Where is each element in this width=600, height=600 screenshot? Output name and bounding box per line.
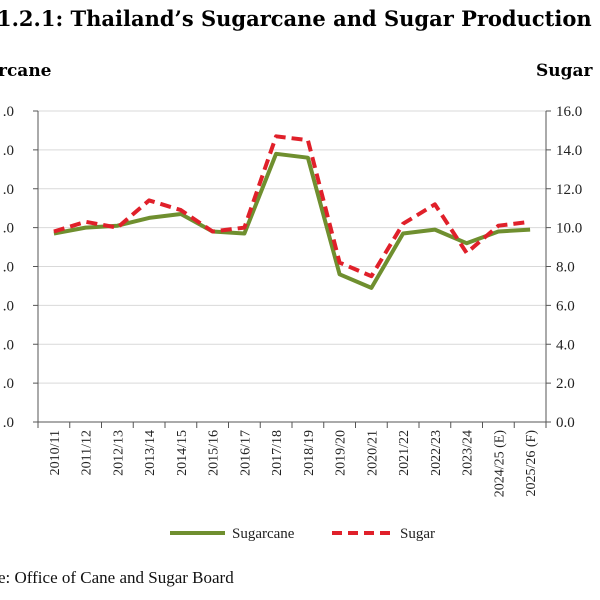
legend-sugar-label: Sugar (400, 526, 435, 542)
left-tick-label: .0 (3, 221, 14, 237)
gridlines (38, 110, 546, 384)
x-tick-label: 2022/23 (429, 430, 444, 476)
legend: Sugarcane Sugar (170, 526, 435, 542)
left-tick-label: .0 (3, 376, 14, 392)
right-tick-label: 8.0 (556, 260, 575, 276)
x-tick-label: 2010/11 (48, 430, 63, 475)
left-tick-label: .0 (3, 260, 14, 276)
left-tick-label: .0 (3, 415, 14, 431)
x-tick-label: 2016/17 (238, 430, 253, 476)
x-tick-label: 2015/16 (207, 430, 222, 476)
x-tick-label: 2025/26 (F) (524, 430, 539, 497)
right-tick-label: 10.0 (556, 221, 582, 237)
x-tick-label: 2018/19 (302, 430, 317, 476)
series-group (53, 134, 531, 290)
left-tick-label: .0 (3, 182, 14, 198)
x-tick-label: 2014/15 (175, 430, 190, 476)
right-tick-label: 2.0 (556, 376, 575, 392)
right-axis-title: Sugar (536, 61, 594, 81)
left-axis-ticks: .0 .0 .0 .0 .0 .0 .0 .0 .0 (3, 104, 38, 431)
source-note: e: Office of Cane and Sugar Board (0, 568, 234, 587)
right-tick-label: 6.0 (556, 298, 575, 314)
series-sugarcane-line (53, 151, 531, 290)
x-tick-label: 2019/20 (334, 430, 349, 476)
chart-title: 1.2.1: Thailand’s Sugarcane and Sugar Pr… (0, 6, 592, 31)
x-tick-label: 2017/18 (270, 430, 285, 476)
right-tick-label: 12.0 (556, 182, 582, 198)
left-tick-label: .0 (3, 298, 14, 314)
x-tick-label: 2023/24 (461, 430, 476, 476)
x-tick-label: 2020/21 (365, 430, 380, 476)
x-tick-label: 2021/22 (397, 430, 412, 476)
legend-sugarcane-label: Sugarcane (232, 526, 295, 542)
left-tick-label: .0 (3, 337, 14, 353)
x-tick-label: 2013/14 (143, 430, 158, 476)
right-tick-label: 0.0 (556, 415, 575, 431)
x-tick-label: 2011/12 (80, 430, 95, 475)
series-sugar-line (53, 134, 531, 279)
right-tick-label: 14.0 (556, 143, 582, 159)
right-axis-ticks: 0.0 2.0 4.0 6.0 8.0 10.0 12.0 14.0 16.0 (546, 104, 582, 431)
left-axis-title: rcane (0, 61, 52, 81)
left-tick-label: .0 (3, 143, 14, 159)
right-tick-label: 16.0 (556, 104, 582, 120)
right-tick-label: 4.0 (556, 337, 575, 353)
x-axis-ticks: 2010/11 2011/12 2012/13 2013/14 2014/15 2015/… (37, 422, 547, 498)
left-tick-label: .0 (3, 104, 14, 120)
x-tick-label: 2012/13 (111, 430, 126, 476)
x-tick-label: 2024/25 (E) (492, 430, 507, 498)
